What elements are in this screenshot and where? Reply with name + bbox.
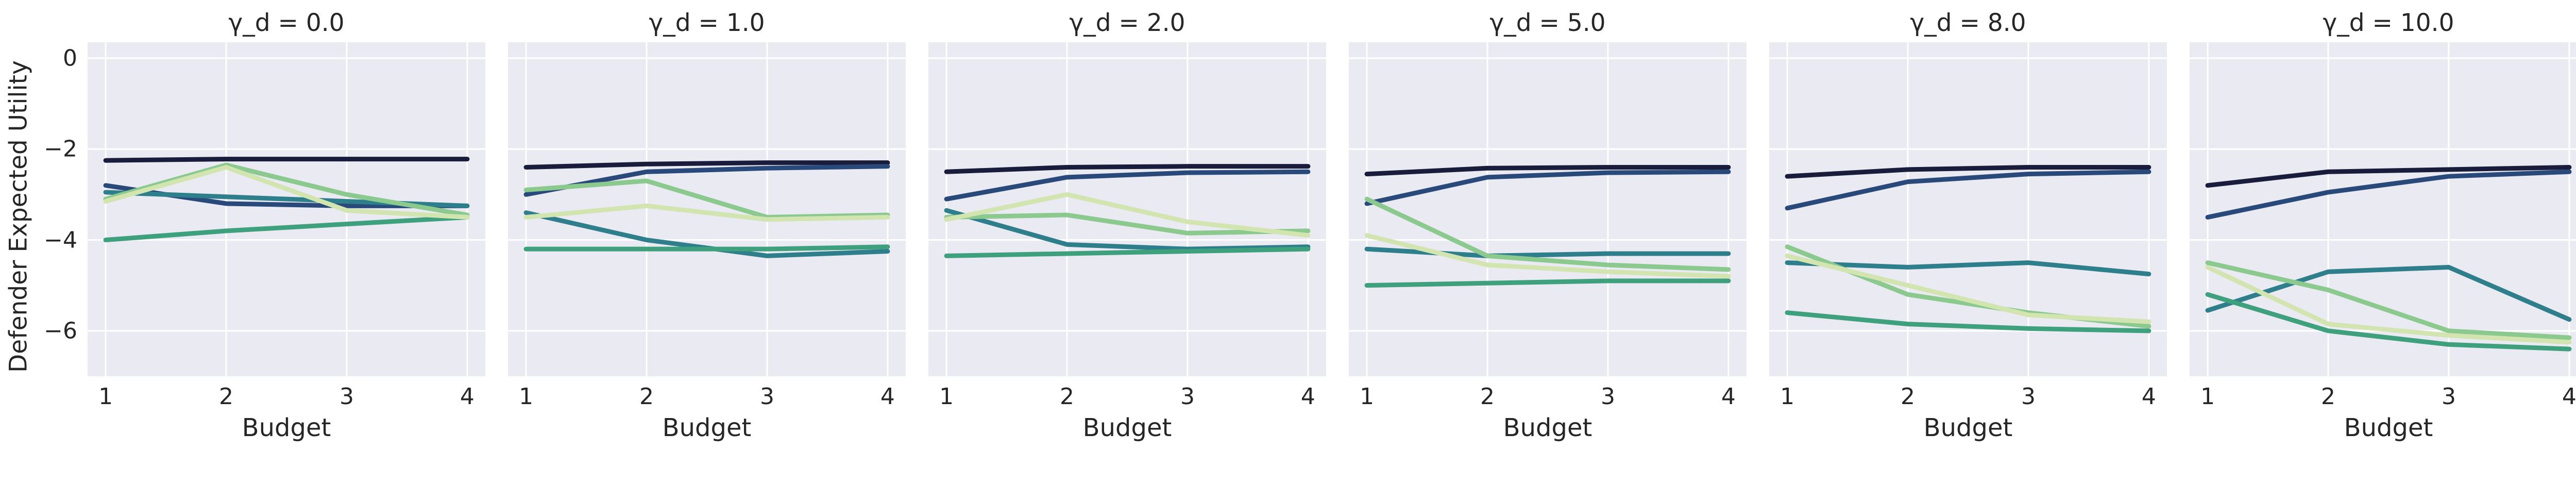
y-axis-label: Defender Expected Utility [4, 60, 33, 373]
plot-canvas [928, 42, 1326, 376]
x-tick-label: 2 [1060, 384, 1075, 410]
series-line [1785, 244, 2151, 329]
x-tick-label: 2 [1901, 384, 1916, 410]
x-axis-label: Budget [1923, 413, 2013, 442]
series-line [2205, 164, 2572, 188]
x-tick-label: 4 [1300, 384, 1315, 410]
subplot-gamma-1: γ_d = 1.0 1 2 3 4 Budget [508, 8, 906, 442]
series-line [944, 169, 1311, 202]
series-line [103, 164, 470, 220]
subplot-title: γ_d = 5.0 [1489, 9, 1606, 37]
x-tick-label: 2 [1480, 384, 1495, 410]
plot-canvas [88, 42, 485, 376]
x-tick-label: 2 [639, 384, 654, 410]
subplot-title: γ_d = 2.0 [1069, 9, 1185, 37]
x-tick-label: 1 [519, 384, 534, 410]
x-tick-label: 3 [339, 384, 354, 410]
x-tick-label: 2 [219, 384, 234, 410]
x-axis-label: Budget [2344, 413, 2433, 442]
x-tick-label: 3 [1180, 384, 1195, 410]
series-line [523, 203, 890, 222]
subplot-gamma-10: γ_d = 10.0 1 2 3 4 Budget [2190, 8, 2576, 442]
y-tick-label: −6 [44, 318, 77, 344]
x-tick-label: 4 [2562, 384, 2576, 410]
plot-area: 1 2 3 4 [2190, 42, 2576, 410]
series-line [1364, 196, 1731, 272]
series-line [1785, 253, 2151, 324]
x-tick-label: 1 [98, 384, 113, 410]
x-tick-label: 3 [759, 384, 774, 410]
series-line [2205, 292, 2572, 352]
x-tick-label: 4 [2141, 384, 2156, 410]
series-line [1785, 260, 2151, 277]
x-tick-label: 1 [2200, 384, 2215, 410]
series-line [1364, 278, 1731, 288]
x-tick-label: 2 [2321, 384, 2336, 410]
x-axis-label: Budget [1503, 413, 1592, 442]
y-tick-label: 0 [63, 45, 77, 72]
series-line [1785, 169, 2151, 211]
series-line [523, 164, 890, 197]
x-tick-label: 4 [1721, 384, 1736, 410]
x-axis-label: Budget [662, 413, 752, 442]
x-axis-label: Budget [242, 413, 331, 442]
plot-canvas [508, 42, 906, 376]
series-line [103, 157, 470, 163]
x-axis-label: Budget [1082, 413, 1172, 442]
series-line [2205, 260, 2572, 340]
subplot-title: γ_d = 10.0 [2323, 9, 2454, 37]
series-line [2205, 264, 2572, 345]
series-line [2205, 169, 2572, 220]
series-line [944, 164, 1311, 174]
x-tick-label: 4 [460, 384, 474, 410]
series-line [1364, 233, 1731, 279]
subplot-gamma-0: γ_d = 0.0 1 2 3 4 0 −2 −4 −6 Budget [44, 8, 485, 442]
subplot-row: γ_d = 0.0 1 2 3 4 0 −2 −4 −6 Budget γ_d = 1.0 1… [44, 8, 2576, 442]
subplot-title: γ_d = 8.0 [1910, 9, 2026, 37]
subplot-title: γ_d = 0.0 [228, 9, 345, 37]
x-tick-label: 1 [1360, 384, 1375, 410]
series-line [1785, 164, 2151, 179]
plot-canvas [1349, 42, 1747, 376]
x-tick-label: 1 [1780, 384, 1795, 410]
plot-area: 1 2 3 4 [928, 42, 1326, 410]
plot-area: 1 2 3 4 [1769, 42, 2167, 410]
x-tick-label: 3 [1600, 384, 1615, 410]
plot-area: 1 2 3 4 0 −2 −4 −6 [44, 42, 485, 410]
series-line [944, 212, 1311, 236]
plot-canvas [2190, 42, 2576, 376]
series-line [523, 160, 890, 170]
plot-canvas [1769, 42, 2167, 376]
series-line [2205, 264, 2572, 322]
subplot-gamma-5: γ_d = 5.0 1 2 3 4 Budget [1349, 8, 1747, 442]
subplot-gamma-8: γ_d = 8.0 1 2 3 4 Budget [1769, 8, 2167, 442]
x-tick-label: 3 [2021, 384, 2036, 410]
y-tick-label: −4 [44, 227, 77, 253]
plot-area: 1 2 3 4 [1349, 42, 1747, 410]
series-line [523, 244, 890, 252]
x-tick-label: 1 [939, 384, 954, 410]
x-tick-label: 4 [880, 384, 895, 410]
series-line [944, 246, 1311, 258]
y-tick-label: −2 [44, 136, 77, 162]
plot-area: 1 2 3 4 [508, 42, 906, 410]
series-line [103, 214, 470, 243]
series-line [1364, 169, 1731, 206]
series-line [1364, 164, 1731, 177]
x-tick-label: 3 [2441, 384, 2456, 410]
series-line [944, 192, 1311, 238]
subplot-gamma-2: γ_d = 2.0 1 2 3 4 Budget [928, 8, 1326, 442]
series-line [1785, 310, 2151, 334]
subplot-title: γ_d = 1.0 [649, 9, 765, 37]
